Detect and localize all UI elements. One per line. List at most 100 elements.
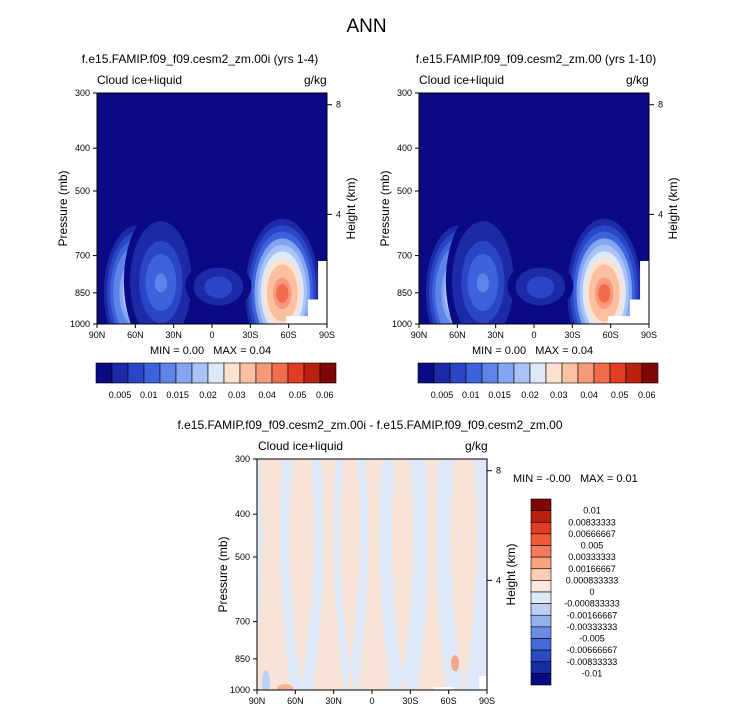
y-tick-label: 500 — [75, 186, 90, 196]
colorbar-label: 0.00166667 — [568, 564, 616, 574]
colorbar-swatch — [513, 362, 531, 384]
colorbar-swatch — [303, 362, 321, 384]
plot-area — [97, 93, 327, 324]
colorbar-label: -0.00666667 — [567, 645, 618, 655]
negative-anomaly-patch — [261, 670, 270, 690]
panel1-colorbar: 0.005 0.01 0.015 0.02 0.03 0.04 0.05 0.06 — [95, 362, 337, 400]
panel2-max-label: MAX = — [535, 345, 572, 357]
x-tick-label: 0 — [531, 330, 536, 340]
colorbar-swatch — [609, 362, 627, 384]
diff-units-label: g/kg — [465, 439, 488, 453]
y2-tick-label: 4 — [336, 209, 341, 219]
x-tick-label: 90S — [479, 696, 495, 706]
colorbar-swatch — [319, 362, 337, 384]
y-tick-label: 1000 — [392, 319, 412, 329]
colorbar-swatch — [497, 362, 515, 384]
positive-anomaly-band — [312, 459, 345, 690]
diff-max-value: 0.01 — [616, 473, 638, 485]
panel1-max-label: MAX = — [213, 345, 250, 357]
x-tick-label: 60N — [127, 330, 144, 340]
colorbar-label: 0.005 — [109, 390, 132, 400]
colorbar-label: 0.02 — [199, 390, 217, 400]
colorbar-label: 0.005 — [431, 390, 454, 400]
y-tick-label: 700 — [397, 251, 412, 261]
y-tick-label: 400 — [397, 143, 412, 153]
colorbar-swatch — [530, 545, 552, 558]
colorbar-swatch — [111, 362, 129, 384]
x-tick-label: 90N — [411, 330, 428, 340]
missing-data-region — [286, 260, 327, 324]
y2-axis-label: Height (km) — [504, 543, 518, 605]
colorbar-label: 0.015 — [488, 390, 511, 400]
colorbar-swatch — [641, 362, 659, 384]
colorbar-swatch — [239, 362, 257, 384]
positive-anomaly-band — [450, 459, 478, 690]
colorbar-swatch — [545, 362, 563, 384]
positive-anomaly-band — [357, 459, 391, 690]
x-tick-label: 30S — [242, 330, 258, 340]
y-tick-label: 300 — [75, 88, 90, 98]
contour-level — [154, 273, 167, 293]
diff-title: f.e15.FAMIP.f09_f09.cesm2_zm.00i - f.e15… — [177, 418, 563, 432]
contour-level — [276, 284, 289, 303]
panel2-colorbar: 0.005 0.01 0.015 0.02 0.03 0.04 0.05 0.06 — [417, 362, 659, 400]
x-tick-label: 90S — [319, 330, 335, 340]
colorbar-label: 0 — [589, 587, 594, 597]
colorbar-label: 0.06 — [316, 390, 334, 400]
colorbar-label: 0.05 — [611, 390, 629, 400]
positive-anomaly-band — [417, 459, 447, 690]
colorbar-swatch — [625, 362, 643, 384]
colorbar-label: 0.06 — [638, 390, 656, 400]
colorbar-swatch — [191, 362, 209, 384]
colorbar-swatch — [95, 362, 113, 384]
colorbar-swatch — [127, 362, 145, 384]
x-tick-label: 90N — [249, 696, 266, 706]
positive-anomaly-peak — [451, 655, 460, 672]
y-tick-label: 500 — [235, 552, 250, 562]
x-tick-label: 0 — [369, 696, 374, 706]
missing-data-region — [608, 260, 649, 324]
panel2-min-value: 0.00 — [504, 345, 527, 357]
colorbar-swatch — [529, 362, 547, 384]
y-axis-label: Pressure (mb) — [216, 536, 230, 612]
colorbar-label: 0.000833333 — [566, 575, 619, 585]
y-tick-label: 1000 — [70, 319, 90, 329]
colorbar-label: 0.03 — [228, 390, 246, 400]
positive-anomaly-band — [391, 459, 414, 690]
plot-area — [257, 459, 487, 690]
colorbar-swatch — [207, 362, 225, 384]
panel2-max-value: 0.04 — [571, 345, 594, 357]
y2-axis-label: Height (km) — [666, 177, 680, 239]
colorbar-swatch — [481, 362, 499, 384]
y-tick-label: 850 — [235, 654, 250, 664]
colorbar-label: -0.00333333 — [567, 622, 618, 632]
colorbar-swatch — [530, 603, 552, 616]
panel1-min-value: 0.00 — [182, 345, 205, 357]
colorbar-swatch — [417, 362, 435, 384]
colorbar-swatch — [530, 510, 552, 523]
missing-data-region — [479, 676, 487, 690]
x-tick-label: 60N — [449, 330, 466, 340]
panel1-units-label: g/kg — [304, 73, 327, 87]
diff-min-label: MIN = — [513, 473, 546, 485]
x-tick-label: 30N — [165, 330, 182, 340]
panel2-min-label: MIN = — [472, 345, 505, 357]
y2-tick-label: 8 — [658, 100, 663, 110]
positive-anomaly-band — [289, 459, 314, 690]
colorbar-label: 0.02 — [521, 390, 539, 400]
diff-contour-plot: 90N 60N 30N 0 30S 60S 90S 300 400 500 700 850 1000 8 4… — [216, 454, 518, 706]
panel2-variable-label: Cloud ice+liquid — [419, 73, 505, 87]
colorbar-label: 0.015 — [166, 390, 189, 400]
colorbar-swatch — [287, 362, 305, 384]
colorbar-label: 0.00333333 — [568, 552, 616, 562]
contour-level — [534, 282, 547, 293]
y-tick-label: 400 — [75, 143, 90, 153]
positive-anomaly-peak — [277, 684, 294, 690]
colorbar-swatch — [449, 362, 467, 384]
colorbar-swatch — [159, 362, 177, 384]
colorbar-swatch — [530, 556, 552, 570]
colorbar-swatch — [593, 362, 611, 384]
contour-level — [598, 284, 611, 303]
y-tick-label: 400 — [235, 509, 250, 519]
x-tick-label: 90S — [641, 330, 657, 340]
